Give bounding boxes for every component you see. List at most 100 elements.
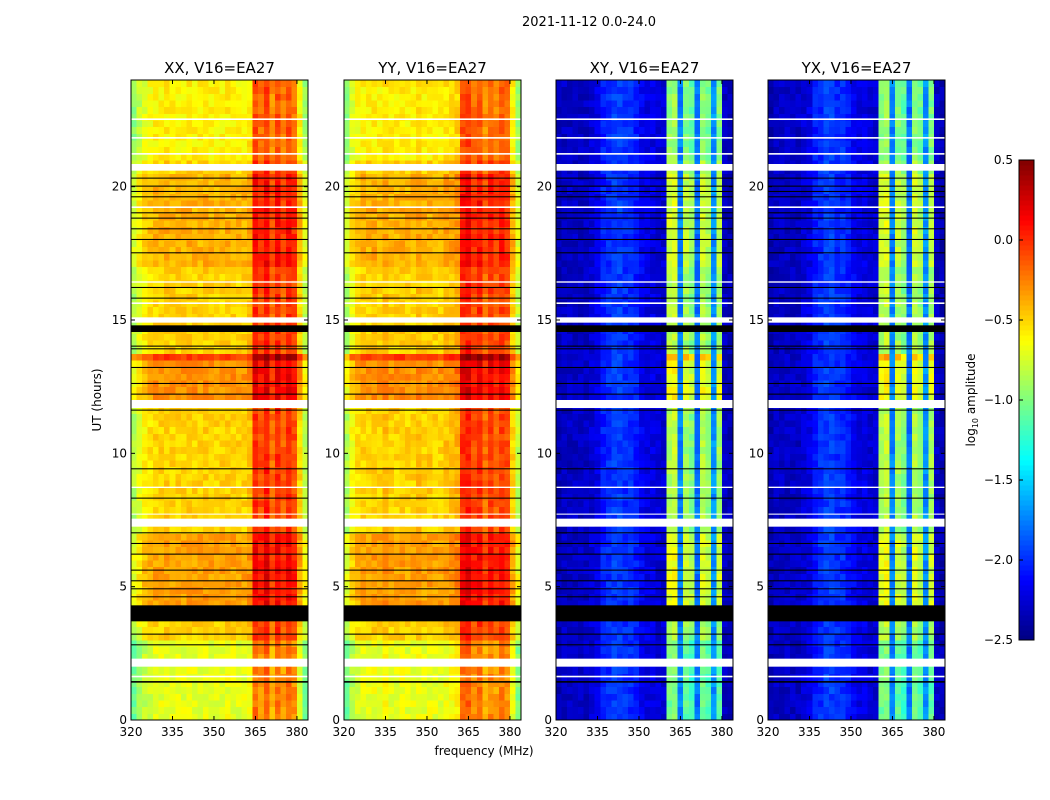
heatmap-cell xyxy=(258,226,265,234)
heatmap-cell xyxy=(230,266,237,274)
heatmap-cell xyxy=(415,580,422,588)
heatmap-cell xyxy=(219,260,226,268)
heatmap-cell xyxy=(197,266,204,274)
heatmap-cell xyxy=(225,533,232,541)
heatmap-cell xyxy=(247,233,254,241)
heatmap-cell xyxy=(131,386,138,394)
heatmap-cell xyxy=(410,600,417,608)
heatmap-cell xyxy=(460,373,467,381)
heatmap-cell xyxy=(202,206,209,214)
heatmap-cell xyxy=(136,113,143,121)
heatmap-cell xyxy=(280,233,287,241)
heatmap-cell xyxy=(471,546,478,554)
heatmap-cell xyxy=(180,353,187,361)
heatmap-cell xyxy=(158,693,165,701)
heatmap-cell xyxy=(241,460,248,468)
heatmap-cell xyxy=(366,700,373,708)
heatmap-cell xyxy=(498,346,505,354)
heatmap-cell xyxy=(230,600,237,608)
flag-row-white xyxy=(131,153,308,155)
heatmap-cell xyxy=(393,553,400,561)
heatmap-cell xyxy=(399,506,406,514)
heatmap-cell xyxy=(142,480,149,488)
heatmap-cell xyxy=(509,493,516,501)
heatmap-cell xyxy=(136,233,143,241)
heatmap-cell xyxy=(388,480,395,488)
heatmap-cell xyxy=(202,240,209,248)
heatmap-cell xyxy=(438,353,445,361)
heatmap-cell xyxy=(186,493,193,501)
heatmap-cell xyxy=(487,686,494,694)
heatmap-cell xyxy=(274,293,281,301)
heatmap-cell xyxy=(410,573,417,581)
heatmap-cell xyxy=(344,633,351,641)
heatmap-cell xyxy=(236,686,243,694)
heatmap-cell xyxy=(208,120,215,128)
heatmap-cell xyxy=(263,293,270,301)
heatmap-cell xyxy=(426,666,433,674)
heatmap-cell xyxy=(136,666,143,674)
heatmap-cell xyxy=(213,433,220,441)
heatmap-cell xyxy=(208,646,215,654)
heatmap-cell xyxy=(219,453,226,461)
heatmap-cell xyxy=(202,546,209,554)
heatmap-cell xyxy=(263,146,270,154)
heatmap-cell xyxy=(263,700,270,708)
heatmap-cell xyxy=(247,600,254,608)
heatmap-cell xyxy=(285,353,292,361)
heatmap-cell xyxy=(153,346,160,354)
heatmap-cell xyxy=(219,700,226,708)
heatmap-cell xyxy=(360,553,367,561)
heatmap-cell xyxy=(263,86,270,94)
heatmap-cell xyxy=(208,693,215,701)
heatmap-cell xyxy=(197,293,204,301)
heatmap-cell xyxy=(382,686,389,694)
heatmap-cell xyxy=(382,360,389,368)
heatmap-cell xyxy=(208,313,215,321)
heatmap-cell xyxy=(493,433,500,441)
heatmap-cell xyxy=(131,200,138,208)
heatmap-cell xyxy=(454,700,461,708)
heatmap-cell xyxy=(291,373,298,381)
heatmap-cell xyxy=(202,706,209,714)
flag-row-black xyxy=(131,588,308,590)
heatmap-cell xyxy=(208,140,215,148)
heatmap-cell xyxy=(180,600,187,608)
heatmap-cell xyxy=(399,646,406,654)
heatmap-cell xyxy=(241,706,248,714)
heatmap-cell xyxy=(269,473,276,481)
heatmap-cell xyxy=(482,493,489,501)
heatmap-cell xyxy=(269,560,276,568)
heatmap-cell xyxy=(131,453,138,461)
heatmap-cell xyxy=(158,266,165,274)
heatmap-cell xyxy=(208,560,215,568)
heatmap-cell xyxy=(258,233,265,241)
heatmap-cell xyxy=(291,133,298,141)
heatmap-cell xyxy=(487,586,494,594)
heatmap-cell xyxy=(158,526,165,534)
heatmap-cell xyxy=(142,240,149,248)
heatmap-cell xyxy=(263,160,270,168)
heatmap-cell xyxy=(515,453,522,461)
heatmap-cell xyxy=(202,320,209,328)
heatmap-cell xyxy=(230,706,237,714)
heatmap-cell xyxy=(504,686,511,694)
heatmap-cell xyxy=(291,280,298,288)
heatmap-cell xyxy=(258,246,265,254)
heatmap-cell xyxy=(443,713,450,721)
heatmap-cell xyxy=(515,693,522,701)
heatmap-cell xyxy=(515,680,522,688)
heatmap-cell xyxy=(302,426,309,434)
heatmap-cell xyxy=(208,386,215,394)
heatmap-cell xyxy=(438,713,445,721)
heatmap-cell xyxy=(252,553,259,561)
heatmap-cell xyxy=(410,340,417,348)
heatmap-cell xyxy=(136,500,143,508)
heatmap-cell xyxy=(191,693,198,701)
heatmap-cell xyxy=(476,460,483,468)
heatmap-cell xyxy=(371,553,378,561)
heatmap-cell xyxy=(274,426,281,434)
heatmap-cell xyxy=(426,420,433,428)
heatmap-cell xyxy=(366,393,373,401)
heatmap-cell xyxy=(136,346,143,354)
